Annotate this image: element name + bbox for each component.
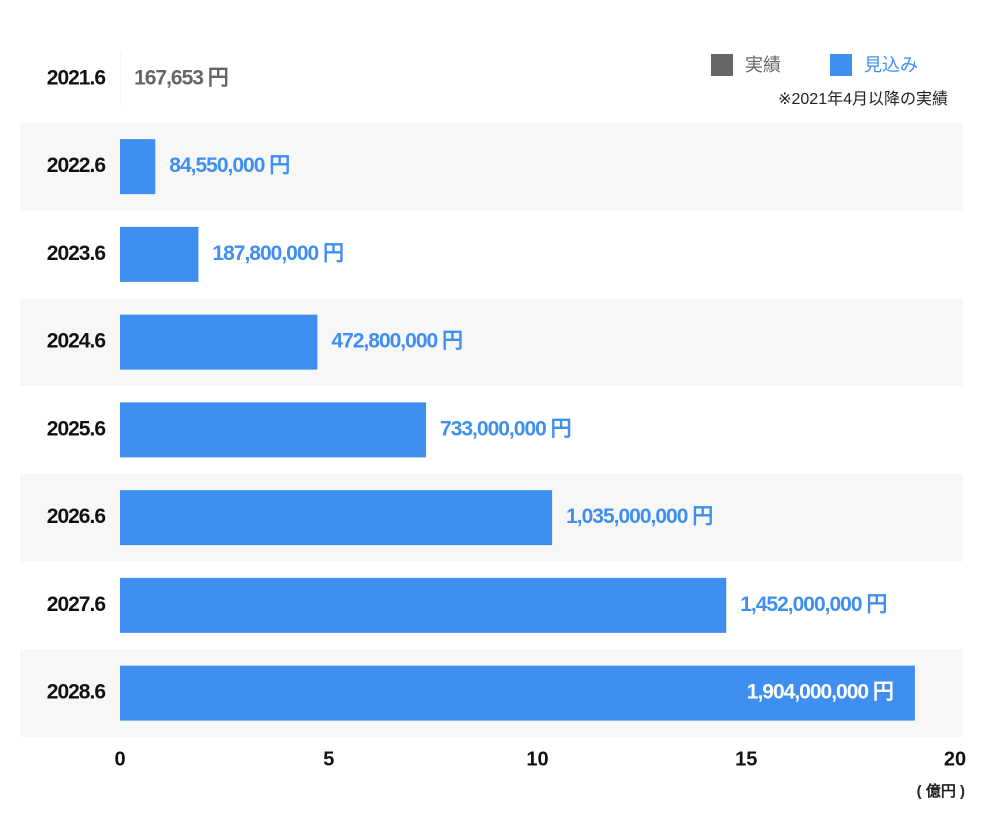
value-label: 1,904,000,000 円 <box>747 681 893 704</box>
value-label: 472,800,000 円 <box>331 330 462 353</box>
value-label: 733,000,000 円 <box>440 417 571 440</box>
value-label: 187,800,000 円 <box>212 242 343 265</box>
value-label: 167,653 円 <box>134 66 228 89</box>
x-tick-label: 10 <box>526 748 548 770</box>
bar <box>120 315 317 370</box>
value-label: 1,452,000,000 円 <box>740 593 886 616</box>
y-tick-label: 2027.6 <box>47 593 106 616</box>
row-band <box>20 123 963 211</box>
bar <box>120 227 198 282</box>
legend-swatch <box>830 54 852 76</box>
x-tick-label: 0 <box>114 748 125 770</box>
y-tick-label: 2021.6 <box>47 66 106 89</box>
x-tick-label: 5 <box>323 748 334 770</box>
legend-label: 見込み <box>864 55 918 75</box>
x-axis-label: ( 億円 ) <box>917 782 965 800</box>
legend-swatch <box>711 54 733 76</box>
y-tick-label: 2026.6 <box>47 505 106 528</box>
x-tick-label: 15 <box>735 748 757 770</box>
legend-label: 実績 <box>745 55 781 75</box>
y-tick-label: 2024.6 <box>47 330 106 353</box>
x-tick-label: 20 <box>944 748 966 770</box>
annotation: ※2021年4月以降の実績 <box>778 90 948 108</box>
bar <box>120 578 726 633</box>
value-label: 1,035,000,000 円 <box>566 505 712 528</box>
bar <box>120 402 426 457</box>
bar <box>120 139 155 194</box>
y-tick-label: 2023.6 <box>47 242 106 265</box>
y-tick-label: 2025.6 <box>47 417 106 440</box>
y-tick-label: 2022.6 <box>47 154 106 177</box>
value-label: 84,550,000 円 <box>169 154 289 177</box>
y-tick-label: 2028.6 <box>47 681 106 704</box>
bar <box>120 490 552 545</box>
